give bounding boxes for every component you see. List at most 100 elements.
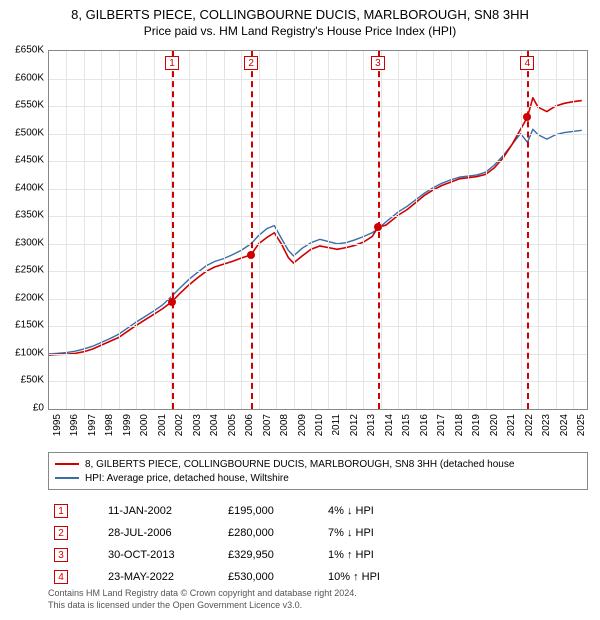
x-tick-label: 2012 (349, 414, 360, 436)
sales-row-marker: 1 (54, 504, 68, 518)
gridline-v (433, 51, 434, 409)
y-tick-label: £250K (4, 265, 44, 276)
x-tick-label: 2000 (139, 414, 150, 436)
x-tick-label: 2011 (331, 414, 342, 436)
y-tick-label: £600K (4, 72, 44, 83)
x-tick-label: 2003 (192, 414, 203, 436)
chart-container: 8, GILBERTS PIECE, COLLINGBOURNE DUCIS, … (0, 0, 600, 620)
sales-row-price: £329,950 (228, 549, 318, 561)
x-tick-label: 2024 (559, 414, 570, 436)
x-tick-label: 2020 (489, 414, 500, 436)
gridline-h (49, 354, 587, 355)
x-tick-label: 2025 (576, 414, 587, 436)
sale-marker-box: 2 (244, 56, 258, 70)
x-tick-label: 2017 (436, 414, 447, 436)
sale-marker-box: 3 (371, 56, 385, 70)
sales-row: 111-JAN-2002£195,0004% ↓ HPI (54, 500, 582, 522)
sale-marker-box: 4 (520, 56, 534, 70)
gridline-v (521, 51, 522, 409)
sales-row-date: 30-OCT-2013 (108, 549, 218, 561)
x-tick-label: 2021 (506, 414, 517, 436)
gridline-v (276, 51, 277, 409)
chart-title-line1: 8, GILBERTS PIECE, COLLINGBOURNE DUCIS, … (0, 0, 600, 24)
attribution-line1: Contains HM Land Registry data © Crown c… (48, 588, 588, 600)
x-tick-label: 2022 (524, 414, 535, 436)
x-tick-label: 2013 (366, 414, 377, 436)
legend-row-hpi: HPI: Average price, detached house, Wilt… (55, 471, 581, 485)
gridline-v (241, 51, 242, 409)
y-tick-label: £50K (4, 375, 44, 386)
gridline-v (84, 51, 85, 409)
sales-row-delta: 7% ↓ HPI (328, 527, 448, 539)
legend: 8, GILBERTS PIECE, COLLINGBOURNE DUCIS, … (48, 452, 588, 490)
y-tick-label: £650K (4, 45, 44, 56)
sale-marker-dot (247, 251, 255, 259)
series-line (49, 98, 582, 355)
y-tick-label: £300K (4, 237, 44, 248)
sales-row-marker: 4 (54, 570, 68, 584)
gridline-v (136, 51, 137, 409)
y-tick-label: £100K (4, 347, 44, 358)
sales-row-marker: 3 (54, 548, 68, 562)
sales-row-price: £530,000 (228, 571, 318, 583)
gridline-v (416, 51, 417, 409)
gridline-h (49, 106, 587, 107)
x-tick-label: 2019 (471, 414, 482, 436)
gridline-v (259, 51, 260, 409)
sale-marker-dot (374, 223, 382, 231)
y-tick-label: £200K (4, 292, 44, 303)
x-tick-label: 2015 (401, 414, 412, 436)
sale-marker-line (172, 51, 174, 409)
gridline-v (363, 51, 364, 409)
sales-row-marker: 2 (54, 526, 68, 540)
sales-row-date: 23-MAY-2022 (108, 571, 218, 583)
gridline-v (328, 51, 329, 409)
x-tick-label: 2001 (157, 414, 168, 436)
x-tick-label: 2004 (209, 414, 220, 436)
gridline-v (398, 51, 399, 409)
chart-title-line2: Price paid vs. HM Land Registry's House … (0, 24, 600, 42)
sale-marker-line (251, 51, 253, 409)
gridline-h (49, 134, 587, 135)
gridline-v (189, 51, 190, 409)
sales-row: 4 23-MAY-2022 £530,000 10% ↑ HPI (54, 566, 582, 588)
sales-row: 330-OCT-2013£329,9501% ↑ HPI (54, 544, 582, 566)
x-tick-label: 2006 (244, 414, 255, 436)
x-tick-label: 2007 (262, 414, 273, 436)
sale-marker-dot (523, 113, 531, 121)
sale-marker-box: 1 (165, 56, 179, 70)
gridline-h (49, 189, 587, 190)
legend-row-property: 8, GILBERTS PIECE, COLLINGBOURNE DUCIS, … (55, 457, 581, 471)
gridline-h (49, 244, 587, 245)
x-tick-label: 1997 (87, 414, 98, 436)
gridline-v (311, 51, 312, 409)
gridline-v (503, 51, 504, 409)
sales-row: 228-JUL-2006£280,0007% ↓ HPI (54, 522, 582, 544)
legend-swatch-hpi (55, 477, 79, 479)
sales-row-date: 11-JAN-2002 (108, 505, 218, 517)
gridline-h (49, 299, 587, 300)
gridline-v (346, 51, 347, 409)
gridline-v (224, 51, 225, 409)
y-tick-label: £500K (4, 127, 44, 138)
x-tick-label: 1996 (69, 414, 80, 436)
x-tick-label: 2023 (541, 414, 552, 436)
plot-area: 1 2 3 4 (48, 50, 588, 410)
y-tick-label: £400K (4, 182, 44, 193)
gridline-v (538, 51, 539, 409)
legend-label-property: 8, GILBERTS PIECE, COLLINGBOURNE DUCIS, … (85, 459, 514, 470)
gridline-v (381, 51, 382, 409)
series-line (49, 129, 582, 354)
sales-row-price: £195,000 (228, 505, 318, 517)
gridline-v (119, 51, 120, 409)
sales-row-delta: 10% ↑ HPI (328, 571, 448, 583)
gridline-v (101, 51, 102, 409)
gridline-v (573, 51, 574, 409)
legend-label-hpi: HPI: Average price, detached house, Wilt… (85, 473, 289, 484)
gridline-v (206, 51, 207, 409)
gridline-v (556, 51, 557, 409)
gridline-v (468, 51, 469, 409)
x-tick-label: 2009 (297, 414, 308, 436)
x-tick-label: 2008 (279, 414, 290, 436)
y-tick-label: £450K (4, 155, 44, 166)
